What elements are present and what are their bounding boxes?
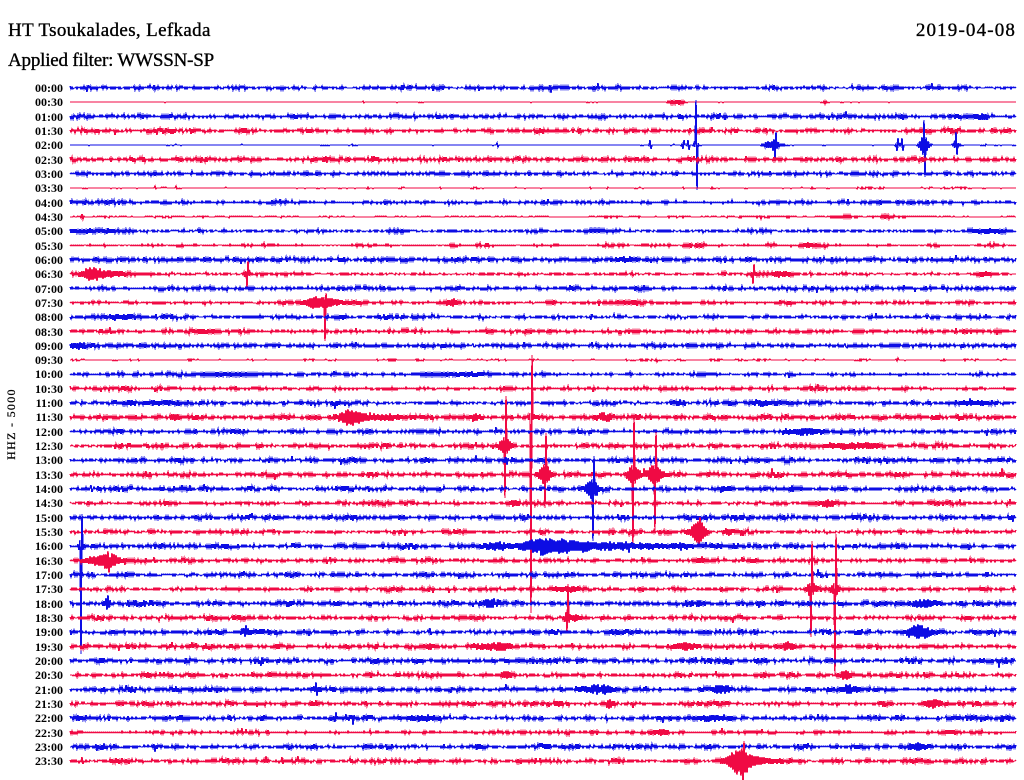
svg-text:17:30: 17:30 (35, 582, 63, 596)
svg-text:10:00: 10:00 (35, 367, 63, 381)
svg-text:Applied filter: WWSSN-SP: Applied filter: WWSSN-SP (8, 50, 214, 71)
svg-text:12:00: 12:00 (35, 425, 63, 439)
svg-text:16:00: 16:00 (35, 539, 63, 553)
svg-text:13:30: 13:30 (35, 468, 63, 482)
svg-text:15:00: 15:00 (35, 511, 63, 525)
svg-text:00:00: 00:00 (35, 81, 63, 95)
svg-text:05:00: 05:00 (35, 224, 63, 238)
svg-text:07:30: 07:30 (35, 296, 63, 310)
svg-text:09:30: 09:30 (35, 353, 63, 367)
svg-text:2019-04-08: 2019-04-08 (916, 20, 1016, 41)
svg-text:13:00: 13:00 (35, 453, 63, 467)
svg-text:04:00: 04:00 (35, 196, 63, 210)
svg-text:21:30: 21:30 (35, 697, 63, 711)
svg-text:02:00: 02:00 (35, 138, 63, 152)
svg-text:HT Tsoukalades, Lefkada: HT Tsoukalades, Lefkada (8, 20, 211, 41)
svg-text:05:30: 05:30 (35, 239, 63, 253)
svg-text:04:30: 04:30 (35, 210, 63, 224)
svg-text:01:00: 01:00 (35, 110, 63, 124)
svg-text:12:30: 12:30 (35, 439, 63, 453)
svg-text:03:30: 03:30 (35, 181, 63, 195)
svg-text:14:30: 14:30 (35, 496, 63, 510)
svg-text:19:30: 19:30 (35, 640, 63, 654)
svg-text:02:30: 02:30 (35, 153, 63, 167)
svg-text:20:00: 20:00 (35, 654, 63, 668)
svg-text:21:00: 21:00 (35, 683, 63, 697)
svg-text:15:30: 15:30 (35, 525, 63, 539)
svg-text:01:30: 01:30 (35, 124, 63, 138)
svg-text:22:30: 22:30 (35, 726, 63, 740)
svg-text:HHZ - 5000: HHZ - 5000 (4, 388, 18, 460)
svg-text:18:00: 18:00 (35, 597, 63, 611)
svg-text:10:30: 10:30 (35, 382, 63, 396)
svg-text:11:00: 11:00 (36, 396, 63, 410)
svg-text:08:00: 08:00 (35, 310, 63, 324)
svg-text:08:30: 08:30 (35, 325, 63, 339)
svg-text:14:00: 14:00 (35, 482, 63, 496)
svg-text:17:00: 17:00 (35, 568, 63, 582)
svg-text:03:00: 03:00 (35, 167, 63, 181)
svg-text:11:30: 11:30 (36, 410, 63, 424)
svg-text:23:00: 23:00 (35, 740, 63, 754)
svg-text:09:00: 09:00 (35, 339, 63, 353)
svg-text:20:30: 20:30 (35, 668, 63, 682)
svg-text:06:00: 06:00 (35, 253, 63, 267)
svg-text:19:00: 19:00 (35, 625, 63, 639)
svg-text:00:30: 00:30 (35, 95, 63, 109)
svg-text:07:00: 07:00 (35, 282, 63, 296)
svg-text:22:00: 22:00 (35, 711, 63, 725)
svg-text:18:30: 18:30 (35, 611, 63, 625)
svg-text:16:30: 16:30 (35, 554, 63, 568)
svg-text:23:30: 23:30 (35, 754, 63, 768)
svg-text:06:30: 06:30 (35, 267, 63, 281)
